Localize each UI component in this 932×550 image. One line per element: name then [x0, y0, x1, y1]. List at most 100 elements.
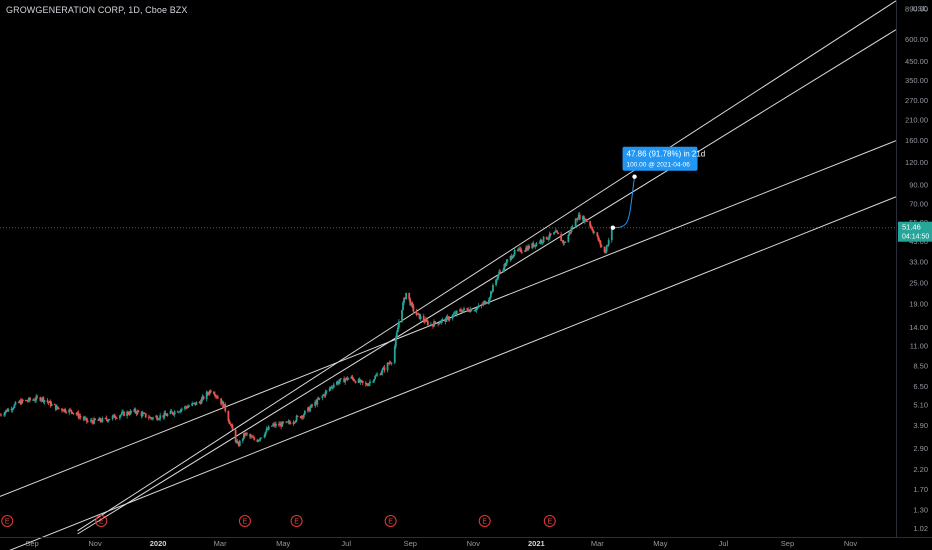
candle-body [548, 233, 551, 238]
candle-body [425, 319, 428, 322]
trendline-3[interactable] [77, 0, 897, 532]
candle-body [336, 381, 338, 385]
candle-body [480, 304, 483, 306]
candle-body [208, 390, 211, 394]
candle-body [396, 327, 399, 333]
time-tick-label: Jul [341, 539, 351, 548]
candle-body [159, 415, 162, 419]
candle-body [424, 319, 427, 323]
candle-body [64, 408, 67, 412]
price-tick-label: 450.00 [905, 57, 928, 66]
candle-body [99, 418, 102, 422]
candle-body [437, 323, 440, 325]
candle-body [482, 302, 485, 305]
candle-body [77, 412, 80, 418]
trendline-4[interactable] [77, 29, 897, 535]
candle-body [466, 308, 469, 310]
candle-body [555, 230, 557, 233]
candle-body [346, 377, 349, 380]
candle-body [360, 380, 363, 382]
earnings-event-marker[interactable] [290, 515, 303, 527]
candle-body [3, 414, 6, 416]
candle-body [257, 440, 260, 442]
candle-body [7, 409, 10, 412]
projection-curve[interactable] [610, 174, 637, 230]
trendlines[interactable] [0, 0, 897, 550]
last-price-tag-box [898, 221, 932, 242]
projection-label[interactable]: 47.86 (91.78%) in 21d 100.00 @ 2021-04-06 [622, 146, 706, 171]
candle-body [122, 411, 124, 413]
candle-body [24, 400, 27, 401]
candle-body [600, 245, 603, 247]
candle-body [10, 409, 13, 410]
candle-body [200, 398, 203, 404]
candle-body [170, 410, 173, 412]
candle-body [390, 362, 393, 364]
candle-body [404, 297, 407, 299]
chart-title: GROWGENERATION CORP, 1D, Cboe BZX [6, 5, 188, 15]
candle-body [209, 390, 212, 393]
candle-body [157, 419, 160, 421]
candle-body [577, 214, 580, 219]
candle-body [439, 322, 442, 324]
candle-body [147, 417, 150, 419]
time-tick-label: Nov [467, 539, 481, 548]
candle-body [361, 381, 364, 383]
candle-body [534, 244, 537, 247]
earnings-event-marker[interactable] [384, 515, 397, 527]
candle-body [106, 419, 109, 422]
candle-body [253, 437, 256, 440]
earnings-event-marker[interactable] [238, 515, 251, 527]
earnings-event-marker[interactable] [543, 515, 556, 527]
time-axis[interactable]: Sep Nov 2020 Mar May Jul Sep Nov 2021 Mar May Jul Se… [25, 539, 857, 548]
candle-body [470, 309, 473, 312]
candle-body [519, 248, 522, 252]
candle-body [252, 437, 255, 439]
candle-body [83, 418, 86, 420]
candle-body [19, 400, 22, 405]
candle-body [317, 398, 320, 400]
candle-body [84, 417, 87, 419]
candle-body [68, 409, 71, 413]
candle-body [592, 230, 595, 233]
candle-body [351, 376, 354, 379]
projection-change-label: 47.86 (91.78%) in 21d [627, 150, 706, 159]
candle-body [488, 297, 491, 301]
time-tick-label: 2021 [528, 539, 545, 548]
candle-body [339, 378, 341, 382]
earnings-event-marker[interactable] [478, 515, 491, 527]
candle-body [282, 421, 285, 423]
earnings-event-marker[interactable] [95, 515, 108, 527]
projection-start-point[interactable] [610, 225, 616, 230]
candle-body [411, 302, 414, 306]
candle-body [542, 236, 545, 242]
candle-body [129, 410, 132, 415]
candle-body [455, 310, 458, 315]
candle-body [499, 271, 502, 273]
candle-body [452, 313, 455, 315]
candle-body [561, 240, 564, 242]
projection-label-box[interactable] [622, 146, 698, 171]
price-tick-label: 8.50 [913, 361, 928, 370]
projection-end-point[interactable] [632, 174, 637, 179]
candle-body [127, 411, 130, 415]
candle-body [213, 392, 215, 395]
candle-body [386, 363, 389, 371]
candle-body [434, 321, 436, 324]
earnings-event-label: E [294, 519, 299, 526]
projection-path[interactable] [612, 176, 636, 229]
candle-body [292, 422, 295, 425]
candle-body [193, 402, 196, 404]
candle-body [338, 381, 340, 384]
earnings-event-marker[interactable] [1, 515, 14, 527]
candle-body [504, 264, 507, 266]
candle-body [398, 321, 400, 328]
candle-body [98, 418, 101, 421]
candle-body [43, 400, 46, 402]
trendline-2[interactable] [0, 196, 897, 550]
candle-body [238, 440, 241, 446]
candle-body [179, 409, 182, 412]
candle-body [70, 409, 73, 412]
